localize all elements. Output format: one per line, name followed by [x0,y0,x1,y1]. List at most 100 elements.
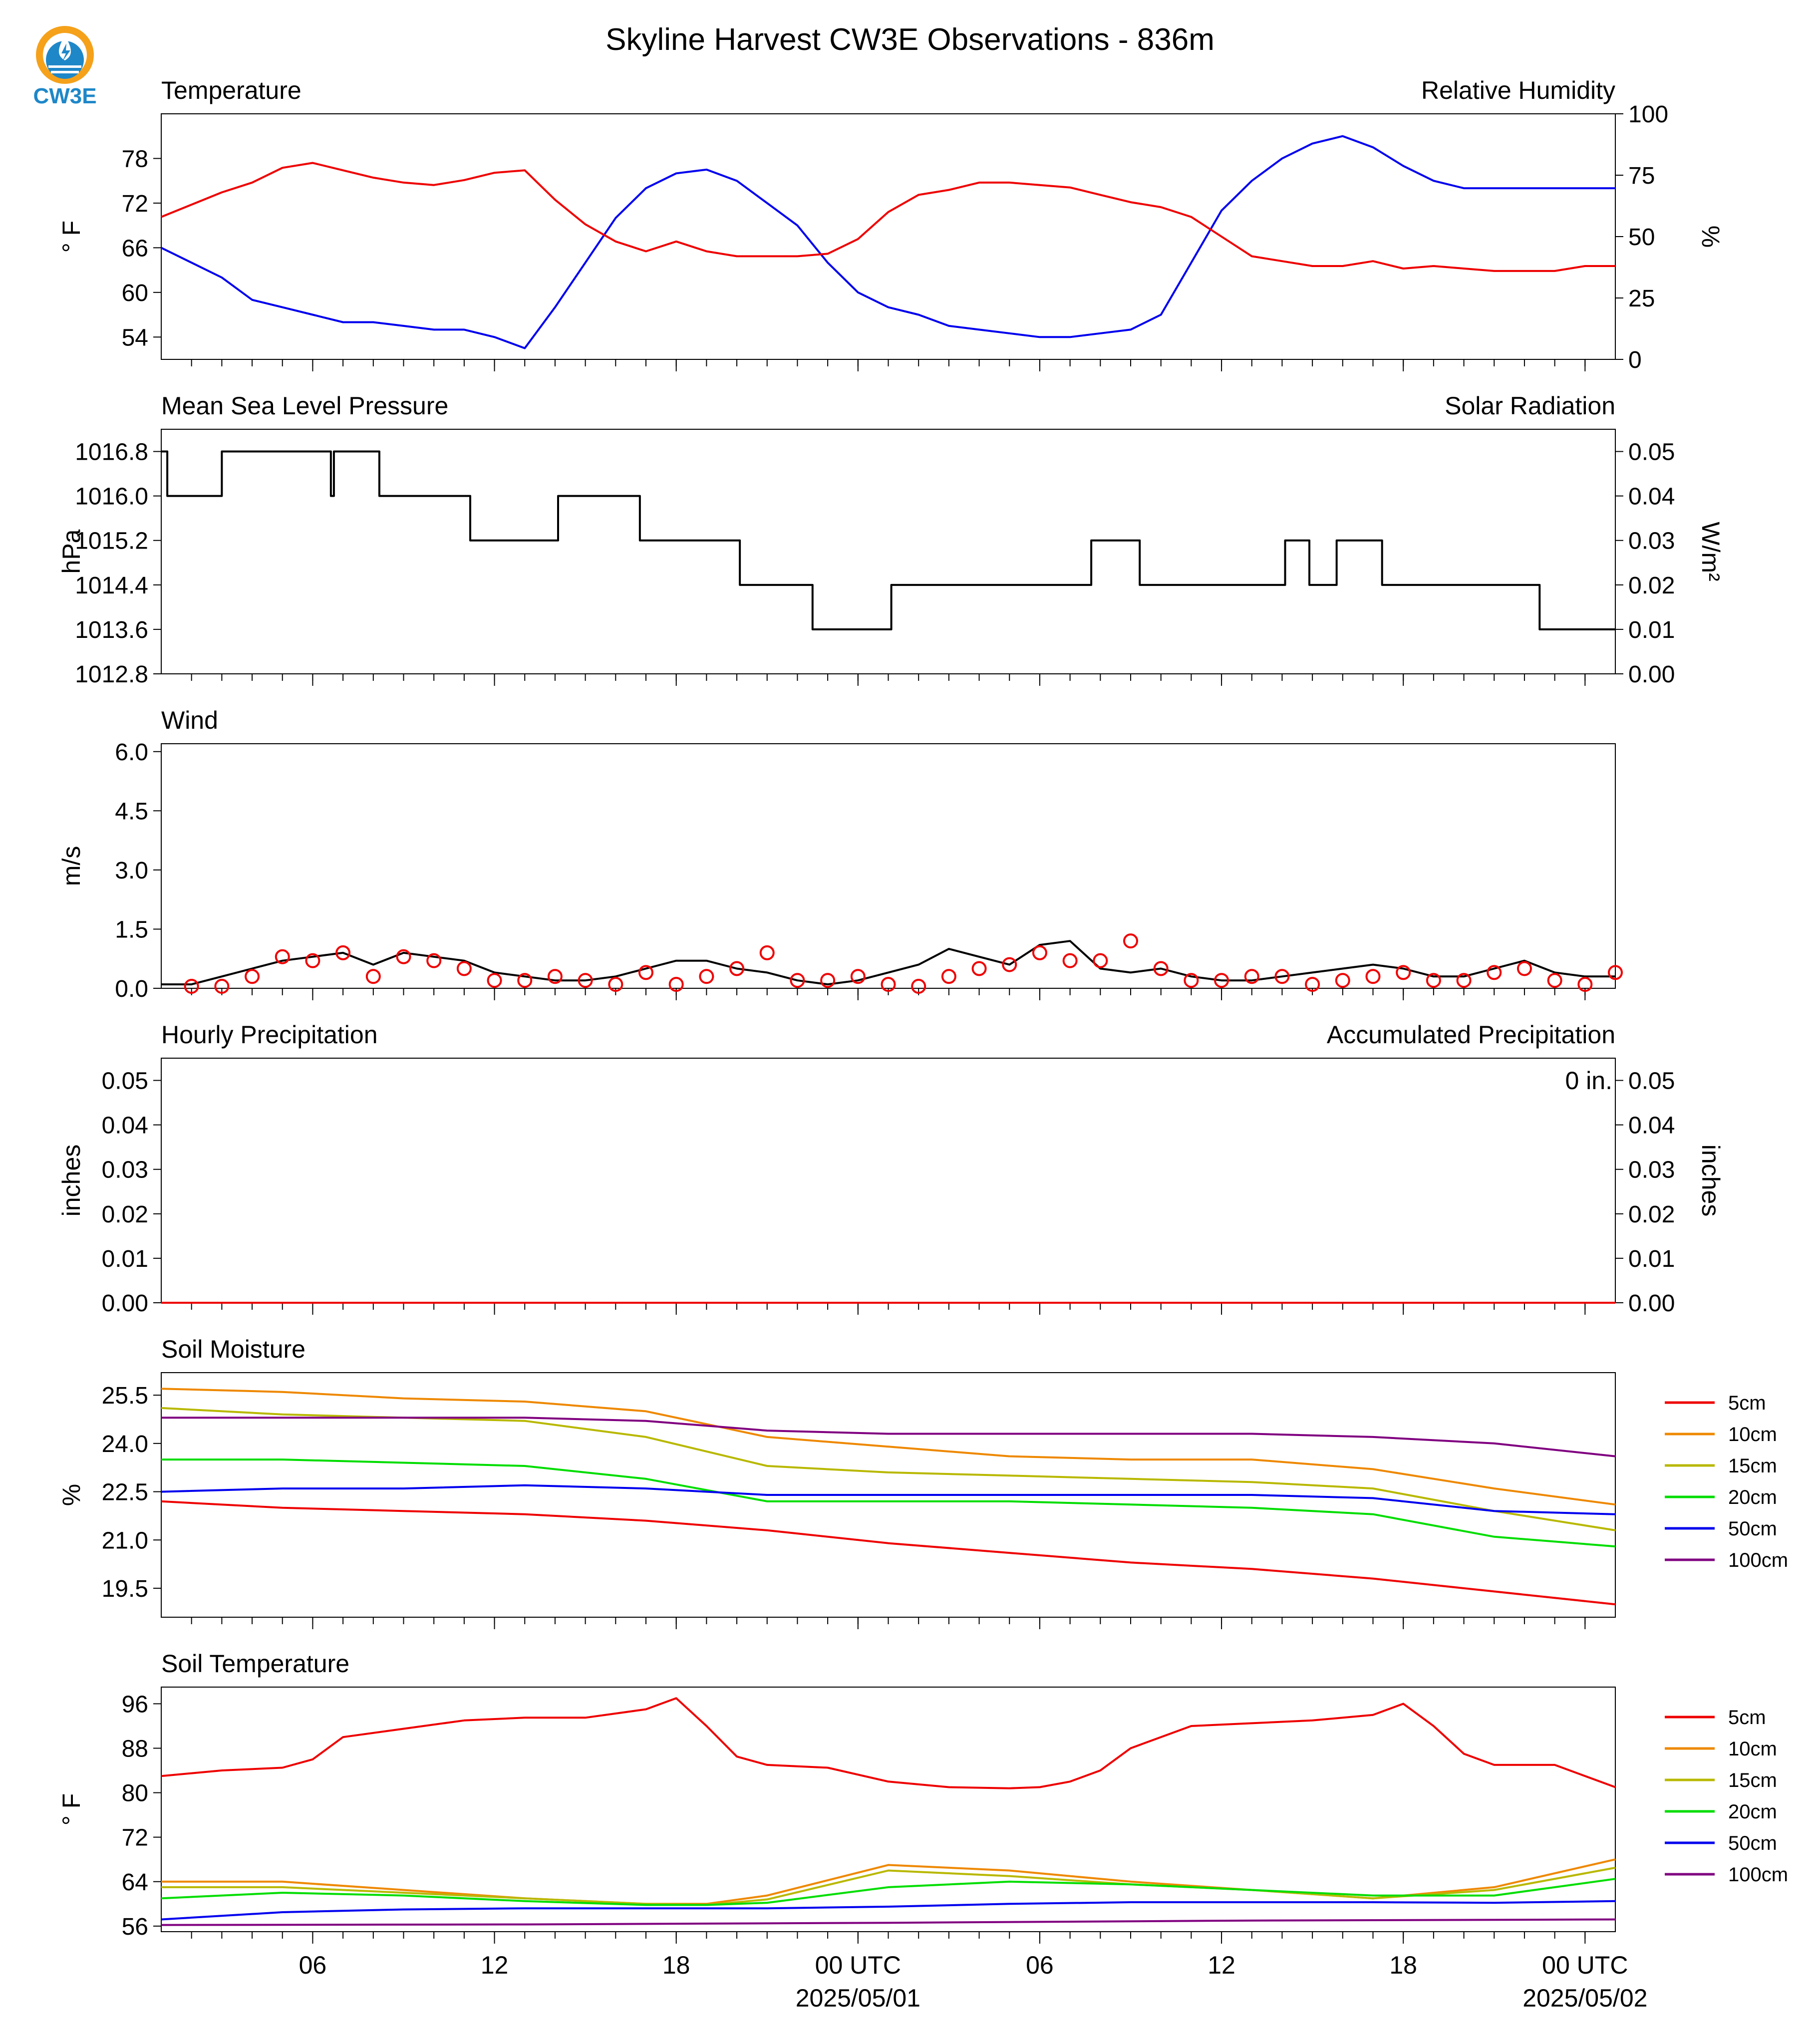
panel-temp_rh: Temperature Relative Humidity 54 60 66 72 78 ° … [57,76,1725,373]
y-axis-label-left: hPa [57,529,85,574]
legend-label: 50cm [1728,1518,1777,1540]
legend-label: 15cm [1728,1769,1777,1791]
legend-label: 50cm [1728,1832,1777,1854]
series-line-relative-humidity [161,162,1615,272]
wind-gust-marker [1032,945,1047,960]
y-tick-label-left: 25.5 [102,1383,148,1409]
wind-gust-marker [214,979,230,994]
legend-label: 20cm [1728,1801,1777,1823]
series-line-20cm [161,1878,1616,1906]
wind-gust-marker [1093,953,1108,968]
wind-gust-marker [850,969,866,984]
wind-gust-marker [608,977,623,992]
y-tick-label-right: 0.03 [1628,1157,1675,1183]
panel-title-right: Accumulated Precipitation [1327,1021,1615,1049]
y-tick-label-right: 50 [1628,224,1655,251]
plot-frame [161,1058,1616,1303]
y-tick-label-right: 0.01 [1628,617,1675,643]
y-tick-label-right: 0 [1628,347,1642,373]
wind-gust-marker [426,953,442,968]
x-tick-label: 06 [299,1951,327,1979]
wind-gust-marker [1153,961,1169,976]
panel-title-left: Temperature [161,76,302,104]
wind-gust-marker [1244,969,1259,984]
plot-frame [161,743,1616,989]
series-line-mean-sea-level-pressure [161,450,1615,630]
wind-gust-marker [184,979,199,994]
wind-gust-marker [1547,973,1562,988]
y-tick-label-left: 4.5 [115,798,148,825]
y-tick-label-right: 0.00 [1628,661,1675,688]
wind-gust-marker [1274,969,1290,984]
y-tick-label-left: 1.5 [115,916,148,943]
y-tick-label-left: 0.02 [102,1201,148,1228]
y-axis-label-left: m/s [57,846,85,886]
wind-gust-marker [941,969,956,984]
y-tick-label-left: 19.5 [102,1576,148,1602]
y-tick-label-left: 72 [122,1825,148,1851]
wind-gust-marker [396,949,411,964]
y-tick-label-right: 0.03 [1628,528,1675,555]
wind-gust-marker [1305,977,1320,992]
wind-gust-marker [699,969,714,984]
y-tick-label-left: 78 [122,146,148,172]
x-tick-label: 18 [1389,1951,1417,1979]
wind-gust-marker [668,977,684,992]
panel-precip: Hourly Precipitation Accumulated Precipit… [57,1021,1725,1317]
wind-gust-marker [487,973,502,988]
wind-gust-marker [729,961,745,976]
wind-gust-marker [638,965,653,980]
y-tick-label-left: 88 [122,1736,148,1762]
legend-label: 100cm [1728,1549,1788,1571]
wind-gust-marker [1426,973,1441,988]
wind-gust-marker [1517,961,1532,976]
legend-label: 15cm [1728,1455,1777,1477]
x-tick-label: 12 [481,1951,509,1979]
y-tick-label-left: 0.03 [102,1157,148,1183]
y-axis-label-left: % [57,1484,85,1506]
y-tick-label-left: 1014.4 [75,573,148,599]
legend-soil_temp: 5cm 10cm 15cm 20cm 50cm 100cm [1665,1707,1788,1886]
wind-gust-marker [1184,973,1199,988]
y-axis-label-right: % [1697,226,1725,248]
y-tick-label-left: 1013.6 [75,617,148,643]
y-tick-label-left: 66 [122,235,148,262]
wind-gust-marker [881,977,896,992]
wind-gust-marker [517,973,533,988]
y-tick-label-left: 60 [122,280,148,306]
y-axis-label-right: inches [1697,1145,1725,1217]
y-tick-label-right: 0.05 [1628,439,1675,466]
series-line-15cm [161,1866,1616,1906]
panel-title-left: Wind [161,706,218,734]
x-tick-label: 06 [1026,1951,1054,1979]
wind-gust-marker [1214,973,1229,988]
y-tick-label-right: 100 [1628,101,1668,128]
chart-title: Skyline Harvest CW3E Observations - 836m [606,22,1214,57]
wind-gust-marker [790,973,805,988]
x-tick-label: 00 UTC [815,1951,901,1979]
y-tick-label-left: 22.5 [102,1479,148,1506]
y-tick-label-right: 0.04 [1628,1113,1675,1139]
y-tick-label-left: 0.04 [102,1113,148,1139]
legend-label: 5cm [1728,1392,1766,1414]
panel-title-right: Solar Radiation [1445,392,1615,420]
y-tick-label-right: 0.00 [1628,1290,1675,1317]
wind-gust-marker [245,969,260,984]
logo-text: CW3E [33,84,96,108]
wind-gust-marker [365,969,381,984]
y-tick-label-left: 21.0 [102,1527,148,1554]
legend-label: 20cm [1728,1486,1777,1508]
y-tick-label-left: 6.0 [115,739,148,766]
y-tick-label-left: 1016.8 [75,439,148,466]
series-line-100cm [161,1918,1616,1926]
y-tick-label-right: 0.02 [1628,573,1675,599]
accumulated-precip-label: 0 in. [1565,1067,1612,1095]
wind-gust-marker [1456,973,1472,988]
wind-gust-marker [1062,953,1078,968]
wind-gust-marker [820,973,836,988]
x-tick-label: 18 [662,1951,690,1979]
y-tick-label-left: 1015.2 [75,528,148,555]
y-tick-label-left: 24.0 [102,1431,148,1457]
y-tick-label-right: 0.01 [1628,1246,1675,1272]
panel-title-left: Hourly Precipitation [161,1021,378,1049]
